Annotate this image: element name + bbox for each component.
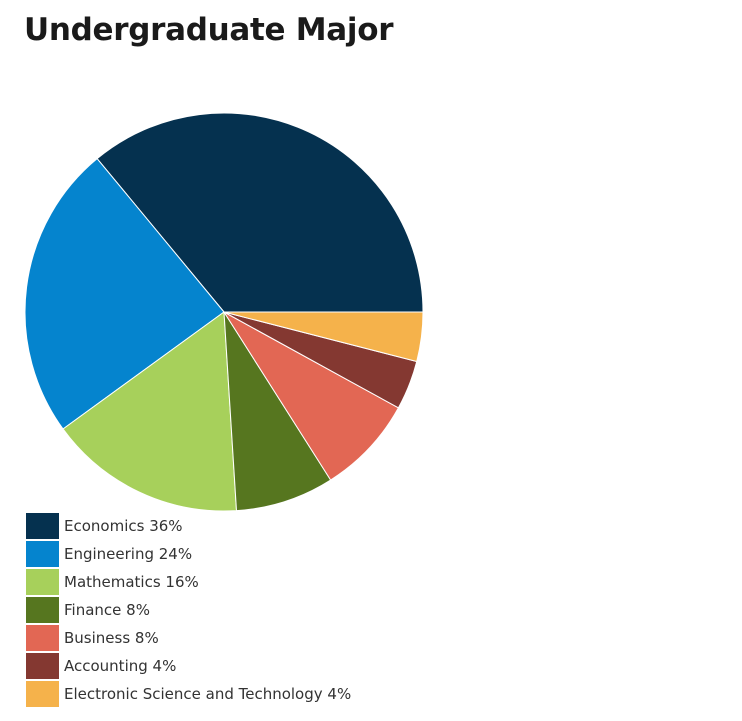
legend-item: Economics 36% [26,512,351,540]
pie-slice-engineering [24,158,225,430]
chart-title: Undergraduate Major [24,12,394,48]
legend-label: Accounting 4% [64,657,177,675]
legend-item: Business 8% [26,624,351,652]
pie-slice-finance [223,311,332,512]
legend-item: Engineering 24% [26,540,351,568]
legend-label: Mathematics 16% [64,573,199,591]
legend-swatch [26,681,59,707]
legend-swatch [26,513,59,539]
legend-label: Electronic Science and Technology 4% [64,685,352,703]
legend-item: Mathematics 16% [26,568,351,596]
legend-swatch [26,625,59,651]
pie-slice-business [223,311,399,481]
legend-swatch [26,597,59,623]
legend-label: Economics 36% [64,517,183,535]
legend-label: Finance 8% [64,601,150,619]
pie-slice-mathematics [62,311,237,512]
legend-swatch [26,569,59,595]
legend-label: Engineering 24% [64,545,193,563]
legend-swatch [26,653,59,679]
legend-swatch [26,541,59,567]
legend: Economics 36% Engineering 24% Mathematic… [26,512,351,708]
legend-label: Business 8% [64,629,159,647]
legend-item: Electronic Science and Technology 4% [26,680,351,708]
legend-item: Accounting 4% [26,652,351,680]
legend-item: Finance 8% [26,596,351,624]
pie-slice-economics [96,112,424,313]
pie-slice-electronic-science-and-technology [223,311,424,362]
